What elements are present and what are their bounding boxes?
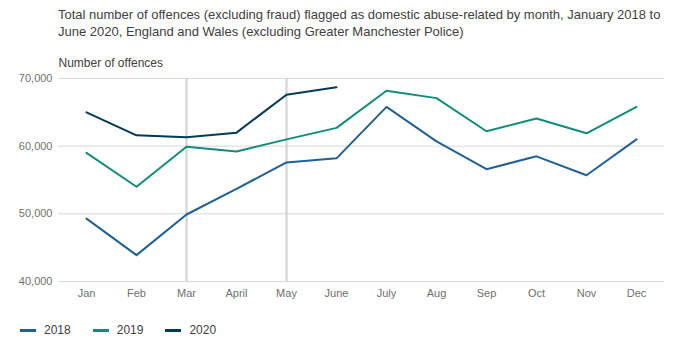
svg-text:40,000: 40,000 — [19, 275, 53, 287]
svg-text:60,000: 60,000 — [19, 140, 53, 152]
svg-text:50,000: 50,000 — [19, 207, 53, 219]
svg-text:April: April — [225, 287, 247, 299]
svg-text:Nov: Nov — [577, 287, 597, 299]
svg-text:Dec: Dec — [627, 287, 647, 299]
svg-text:Mar: Mar — [177, 287, 196, 299]
svg-text:May: May — [276, 287, 297, 299]
svg-text:Sep: Sep — [477, 287, 497, 299]
svg-text:Oct: Oct — [528, 287, 545, 299]
svg-text:Aug: Aug — [427, 287, 447, 299]
html-text:Total number of offences (excl: Total number of offences (excluding frau… — [58, 7, 661, 39]
svg-text:July: July — [377, 287, 397, 299]
html-text:2019: 2019 — [116, 323, 144, 337]
html-text:2018: 2018 — [44, 323, 71, 337]
svg-text:Feb: Feb — [127, 287, 146, 299]
svg-text:70,000: 70,000 — [19, 72, 53, 84]
svg-text:June: June — [325, 287, 349, 299]
svg-text:Jan: Jan — [78, 287, 96, 299]
svg-text:Number of offences: Number of offences — [59, 56, 164, 70]
html-text:2020: 2020 — [189, 323, 217, 337]
